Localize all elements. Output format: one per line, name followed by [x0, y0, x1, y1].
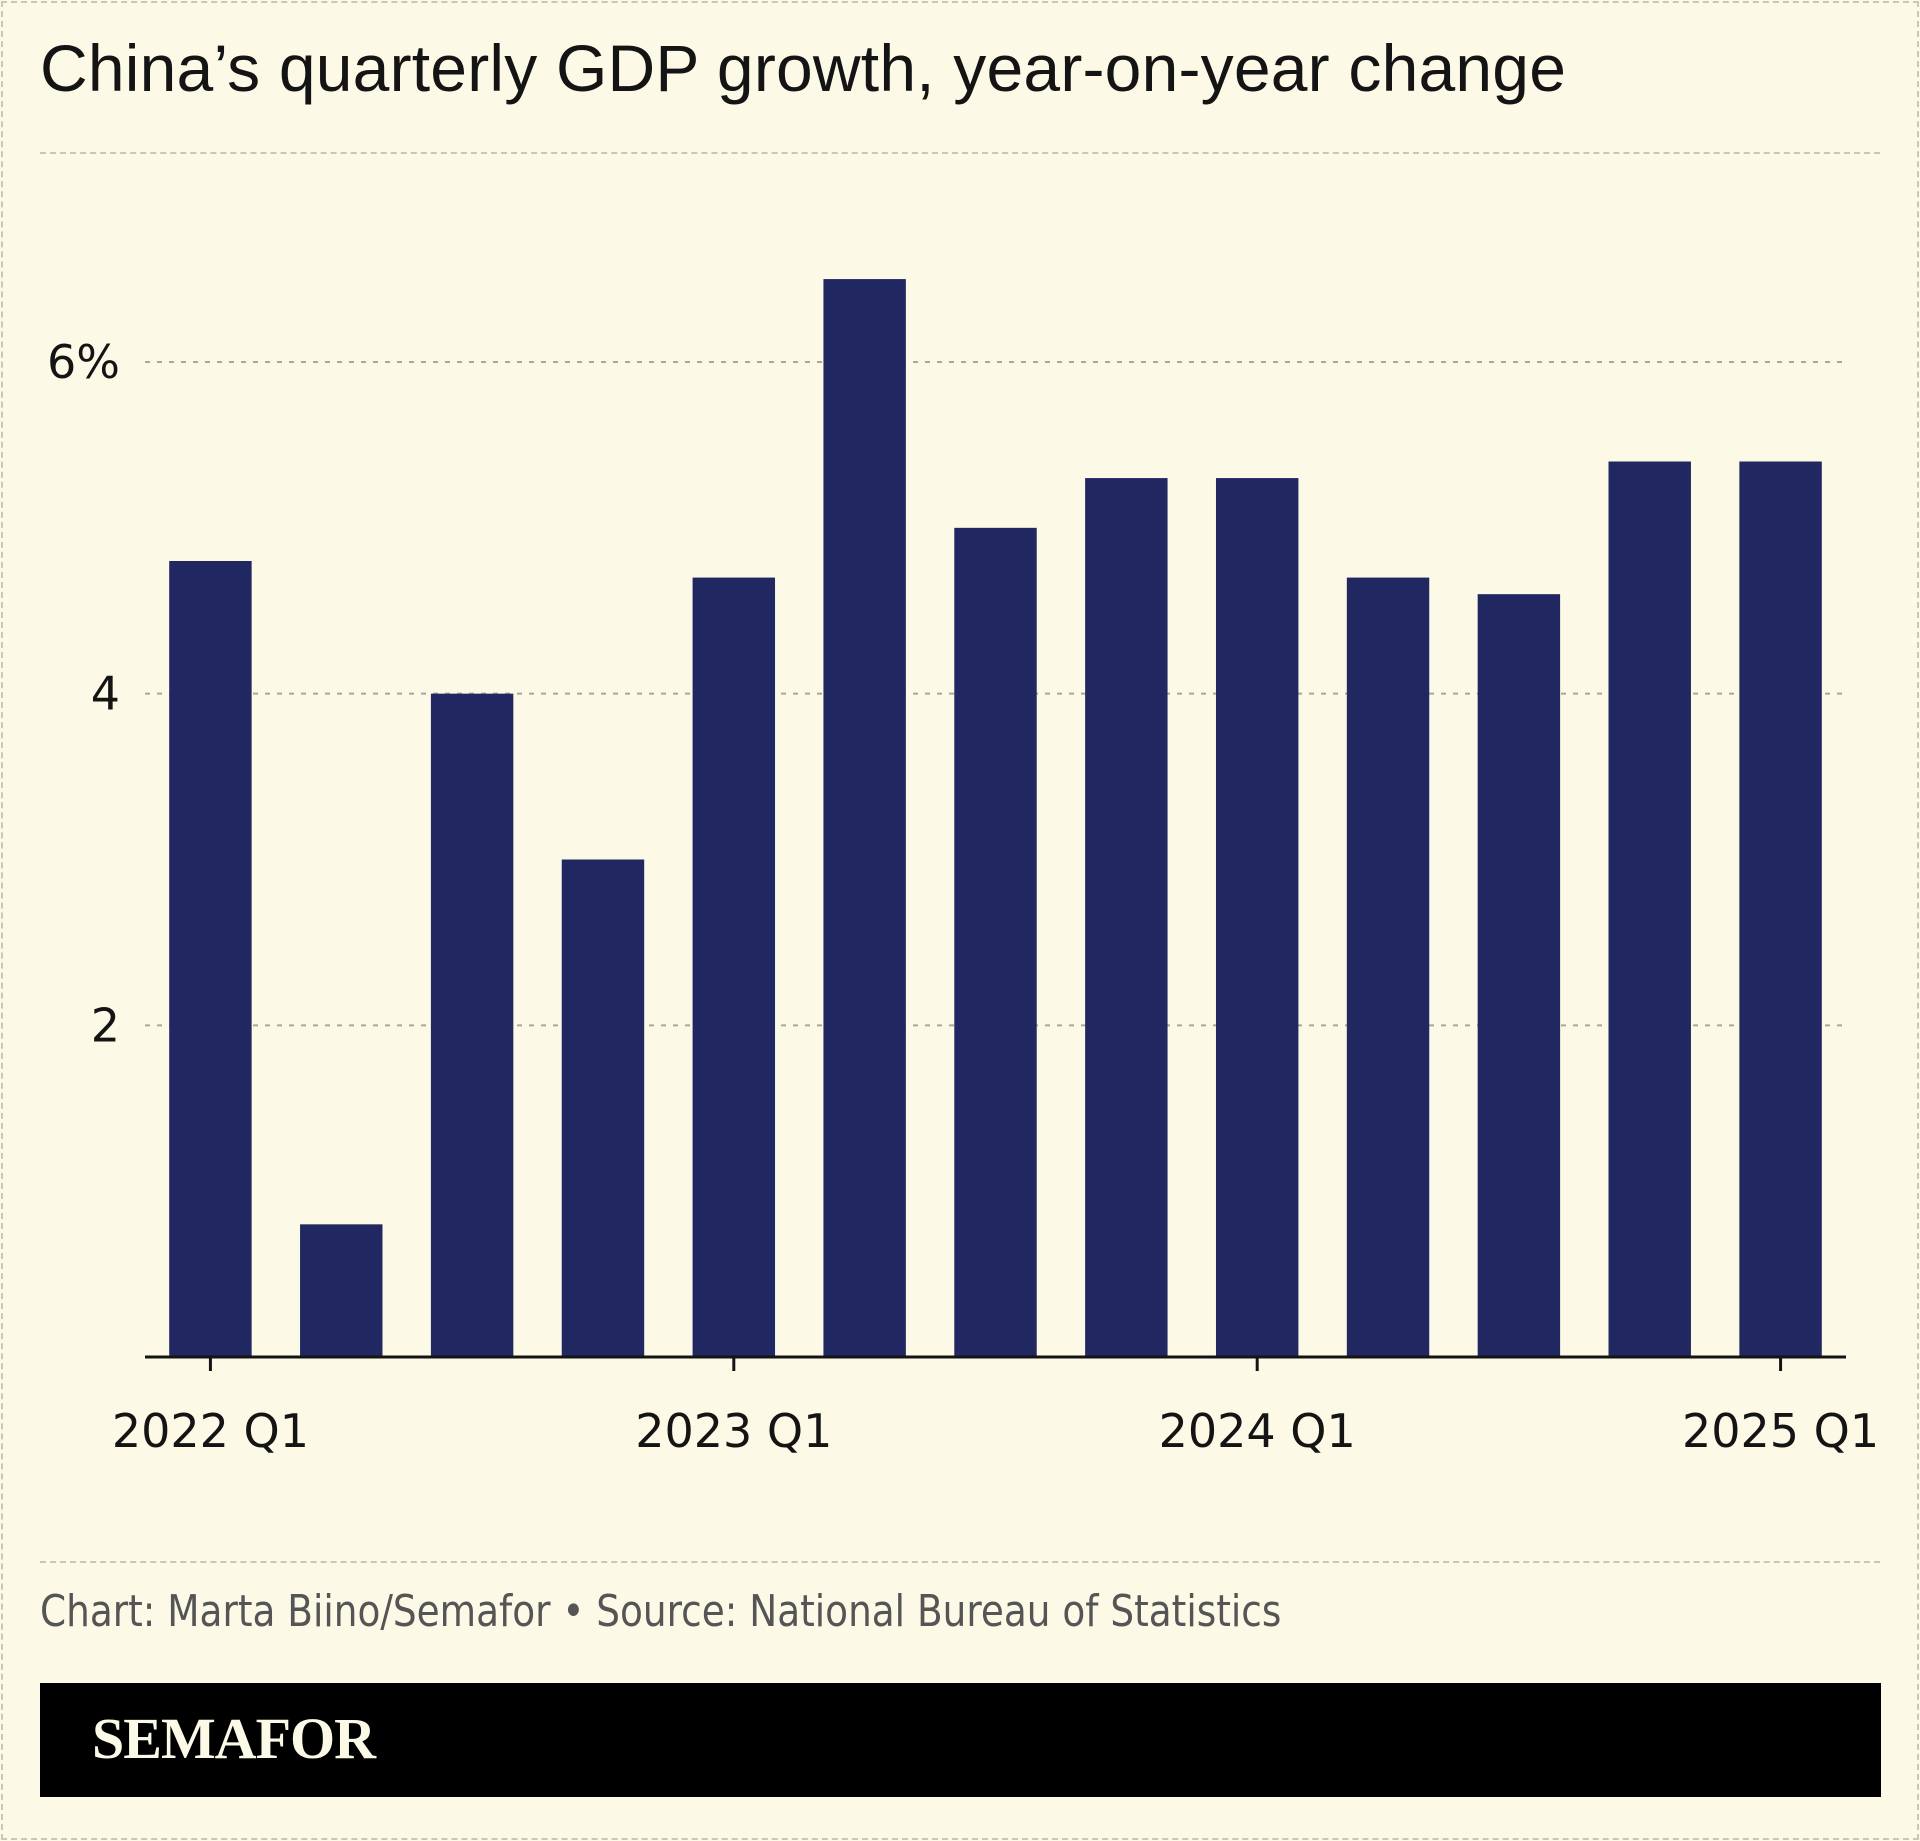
bar-2022-q4	[561, 859, 645, 1357]
bar-2023-q3	[954, 527, 1037, 1357]
y-tick-label: 6%	[47, 335, 120, 389]
chart-title: China’s quarterly GDP growth, year-on-ye…	[40, 31, 1567, 105]
bar-2024-q4	[1608, 461, 1691, 1357]
bar-2024-q2	[1346, 577, 1430, 1357]
y-tick-label: 2	[91, 998, 120, 1052]
bar-2023-q2	[823, 279, 906, 1357]
x-tick-label: 2022 Q1	[112, 1404, 309, 1458]
brand-bar: SEMAFOR	[40, 1683, 1881, 1797]
bar-2022-q2	[300, 1224, 383, 1357]
bar-2022-q1	[169, 561, 252, 1357]
source-credit: Chart: Marta Biino/Semafor • Source: Nat…	[40, 1586, 1282, 1637]
bar-2023-q1	[692, 577, 776, 1357]
bar-2025-q1	[1739, 461, 1822, 1357]
x-tick-label: 2025 Q1	[1682, 1404, 1879, 1458]
bar-2023-q4	[1085, 478, 1168, 1357]
bar-2024-q3	[1477, 594, 1561, 1357]
x-tick-label: 2024 Q1	[1159, 1404, 1356, 1458]
bar-2024-q1	[1215, 478, 1299, 1357]
bar-2022-q3	[430, 693, 514, 1357]
footer-divider	[40, 1561, 1880, 1563]
title-divider	[40, 152, 1880, 154]
semafor-logo: SEMAFOR	[92, 1706, 376, 1771]
y-tick-label: 4	[91, 667, 120, 721]
x-tick-label: 2023 Q1	[635, 1404, 832, 1458]
